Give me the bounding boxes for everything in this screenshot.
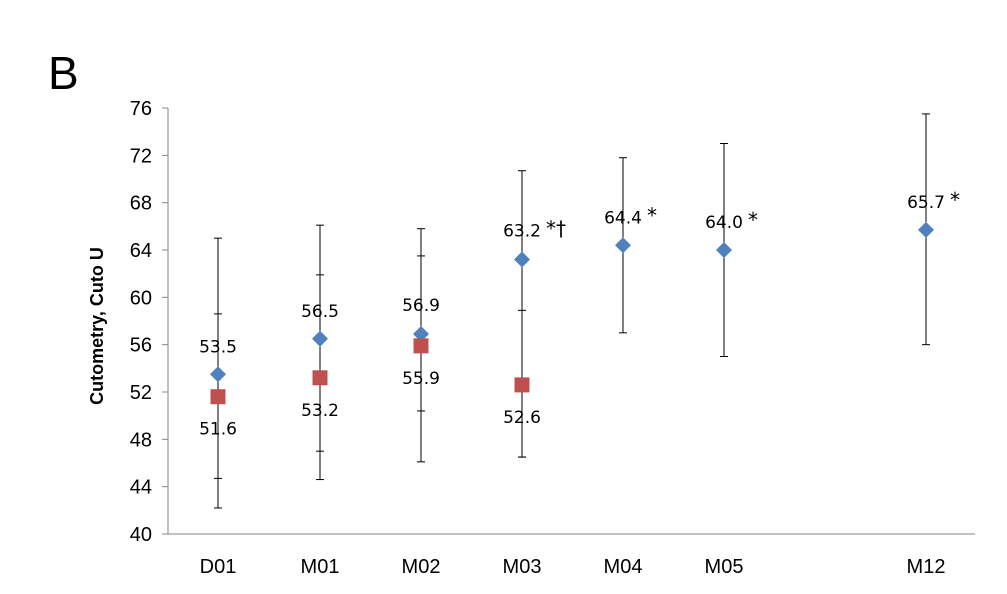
y-tick-label: 68 — [130, 193, 152, 215]
data-label: 64.0 — [705, 213, 743, 233]
x-tick-label: M04 — [604, 556, 643, 578]
y-tick-label: 60 — [130, 287, 152, 309]
square-marker — [413, 338, 429, 354]
y-tick-label: 40 — [130, 524, 152, 546]
x-tick-label: D01 — [200, 556, 237, 578]
x-tick-label: M02 — [402, 556, 441, 578]
y-tick-label: 56 — [130, 335, 152, 357]
data-markers — [210, 221, 934, 405]
data-label: 51.6 — [199, 420, 237, 440]
y-tick-label: 64 — [130, 240, 152, 262]
square-marker — [312, 370, 328, 386]
data-label: 65.7 — [907, 193, 945, 213]
square-marker — [514, 377, 530, 393]
diamond-marker — [312, 330, 328, 347]
diamond-marker — [210, 366, 226, 383]
significance-mark: * — [950, 188, 960, 212]
y-axis-title: Cutometry, Cuto U — [87, 247, 107, 405]
data-label: 52.6 — [503, 408, 541, 428]
significance-mark: * — [748, 208, 758, 232]
diamond-marker — [514, 251, 530, 268]
diamond-marker — [918, 221, 934, 238]
axes: 40 44 48 52 56 60 64 68 72 76 D01 M01 M02 M03 M04 M05 M1… — [130, 98, 975, 578]
data-label: 53.2 — [301, 401, 339, 421]
diamond-marker — [716, 242, 732, 258]
significance-mark: * — [647, 203, 657, 227]
panel-label: B — [48, 47, 79, 99]
y-tick-label: 52 — [130, 382, 152, 404]
diamond-marker — [615, 237, 631, 254]
data-label: 63.2 — [503, 221, 541, 241]
x-tick-label: M01 — [301, 556, 340, 578]
significance-mark: *† — [546, 216, 566, 240]
data-label: 56.9 — [402, 296, 440, 316]
x-tick-label: M12 — [907, 556, 946, 578]
y-tick-label: 72 — [130, 145, 152, 167]
y-tick-label: 44 — [130, 477, 152, 499]
data-label: 56.5 — [301, 302, 339, 322]
data-labels: 53.556.5 56.963.2 *† 64.4 * 64.0 *65.7 *51.653.… — [199, 188, 960, 440]
square-marker — [210, 389, 226, 405]
data-label: 55.9 — [402, 369, 440, 389]
data-label: 53.5 — [199, 337, 237, 357]
data-label: 64.4 — [604, 208, 642, 228]
diamond-marker — [413, 326, 429, 343]
x-tick-label: M05 — [705, 556, 744, 578]
y-tick-label: 48 — [130, 429, 152, 451]
y-tick-label: 76 — [130, 98, 152, 120]
x-tick-label: M03 — [503, 556, 542, 578]
